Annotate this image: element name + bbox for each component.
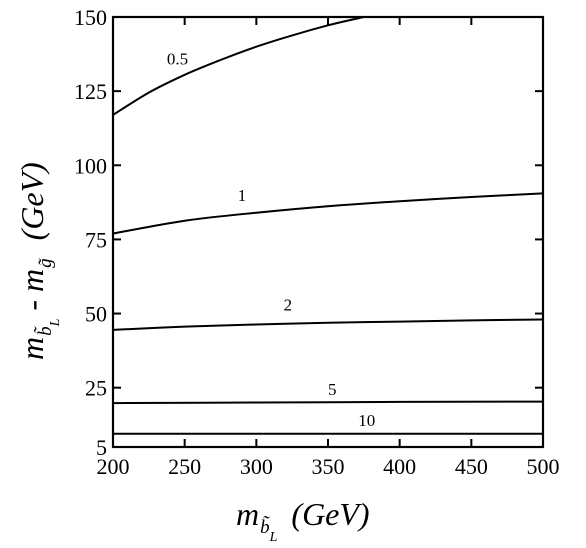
- y-tick-label-4: 100: [74, 153, 107, 178]
- x-tick-label-1: 250: [168, 454, 201, 479]
- x-tick-label-3: 350: [312, 454, 345, 479]
- curves: [112, 16, 544, 435]
- y-tick-label-5: 125: [74, 79, 107, 104]
- y-tick-label-2: 50: [85, 302, 107, 327]
- x-tick-label-6: 500: [527, 454, 560, 479]
- x-axis-title: mb̃L(GeV): [236, 496, 370, 545]
- curve-0.5: [112, 16, 365, 116]
- y-tick-label-1: 25: [85, 376, 107, 401]
- curve-label-2: 2: [284, 296, 293, 315]
- y-tick-label-3: 75: [85, 227, 107, 252]
- x-tick-label-2: 300: [240, 454, 273, 479]
- x-tick-label-5: 450: [455, 454, 488, 479]
- curve-label-0.5: 0.5: [167, 49, 188, 68]
- x-tick-label-0: 200: [97, 454, 130, 479]
- x-tick-label-4: 400: [383, 454, 416, 479]
- curve-label-5: 5: [328, 380, 337, 399]
- y-axis-title: mb̃L-mg̃(GeV): [14, 162, 63, 360]
- curve-2: [112, 318, 544, 331]
- curve-5: [112, 400, 544, 405]
- curve-label-10: 10: [358, 411, 375, 430]
- curve-labels: 0.5 1 2 5 10: [167, 49, 375, 430]
- curve-1: [112, 192, 544, 235]
- y-tick-label-6: 150: [74, 5, 107, 30]
- curve-label-1: 1: [238, 186, 247, 205]
- y-tick-label-0: 5: [96, 435, 107, 460]
